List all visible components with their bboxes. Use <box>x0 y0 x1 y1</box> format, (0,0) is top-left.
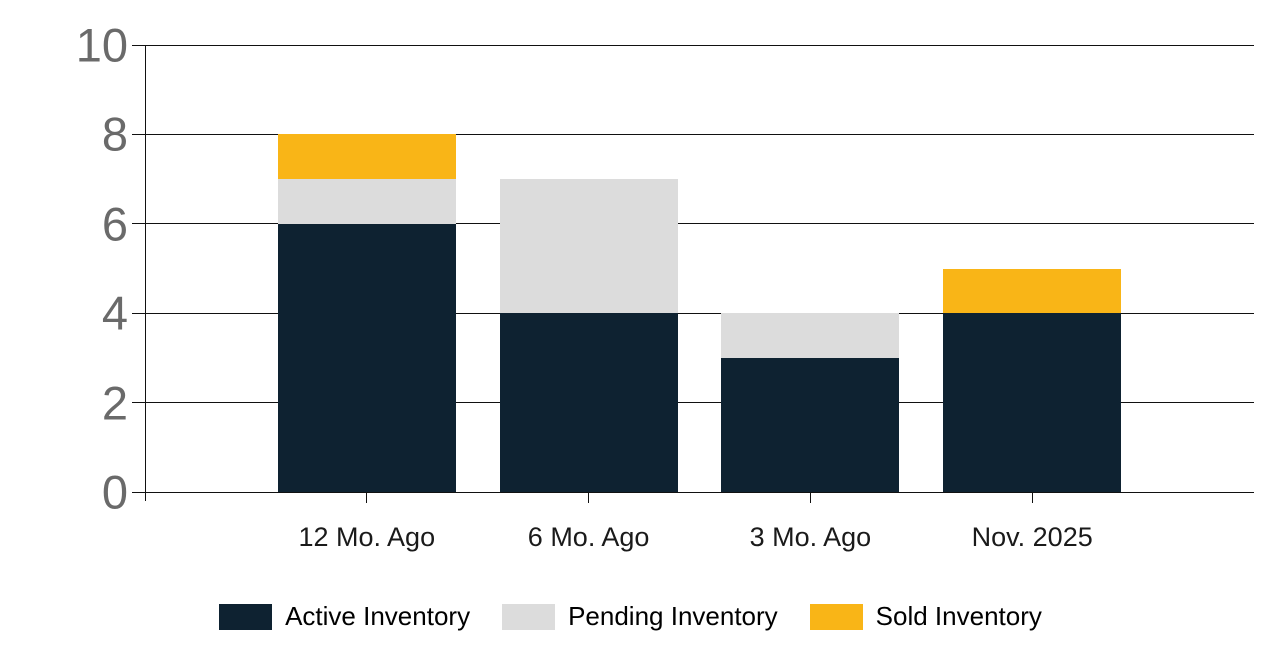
bar-segment-active-inventory <box>943 313 1122 492</box>
y-axis-tick-label: 8 <box>101 107 128 161</box>
gridline <box>145 133 1254 135</box>
x-axis-tick <box>588 492 590 503</box>
gridline <box>145 402 1254 404</box>
y-axis-tick-label: 4 <box>101 286 128 340</box>
x-axis-tick <box>1031 492 1033 503</box>
x-axis-tick <box>809 492 811 503</box>
x-axis-tick-label: 3 Mo. Ago <box>749 522 872 552</box>
y-axis-tick <box>132 491 145 493</box>
chart-legend: Active Inventory Pending Inventory Sold In… <box>0 601 1261 632</box>
legend-item: Sold Inventory <box>809 601 1042 632</box>
bar-segment-active-inventory <box>721 357 900 492</box>
gridline <box>145 312 1254 314</box>
bar-segment-sold-inventory <box>277 134 456 180</box>
y-axis-tick-label: 2 <box>101 376 128 430</box>
y-axis-tick-label: 6 <box>101 197 128 251</box>
legend-label: Sold Inventory <box>875 601 1042 631</box>
y-axis-tick <box>132 44 145 46</box>
x-axis-tick-label: 6 Mo. Ago <box>527 522 650 552</box>
legend-item: Pending Inventory <box>502 601 778 632</box>
x-axis-tick <box>366 492 368 503</box>
gridline <box>145 491 1254 493</box>
x-axis-tick-label: Nov. 2025 <box>971 522 1093 552</box>
y-axis-tick <box>132 223 145 225</box>
y-axis-tick <box>132 133 145 135</box>
y-axis-tick-label: 10 <box>75 18 128 72</box>
y-axis-tick <box>132 402 145 404</box>
legend-swatch <box>502 603 556 630</box>
legend-label: Pending Inventory <box>568 601 778 631</box>
y-axis-tick-label: 0 <box>101 465 128 519</box>
bar-segment-pending-inventory <box>721 313 900 358</box>
y-axis-line <box>145 45 146 501</box>
bar-segment-active-inventory <box>277 223 456 492</box>
bar-segment-pending-inventory <box>277 179 456 224</box>
x-axis-tick-label: 12 Mo. Ago <box>298 522 436 552</box>
bar-segment-sold-inventory <box>943 268 1122 314</box>
gridline <box>145 223 1254 225</box>
legend-item: Active Inventory <box>219 601 470 632</box>
bar-segment-pending-inventory <box>499 179 678 314</box>
legend-swatch <box>809 603 863 630</box>
gridline <box>145 44 1254 46</box>
legend-swatch <box>219 603 273 630</box>
bar-segment-active-inventory <box>499 313 678 492</box>
legend-label: Active Inventory <box>285 601 471 631</box>
y-axis-tick <box>132 312 145 314</box>
